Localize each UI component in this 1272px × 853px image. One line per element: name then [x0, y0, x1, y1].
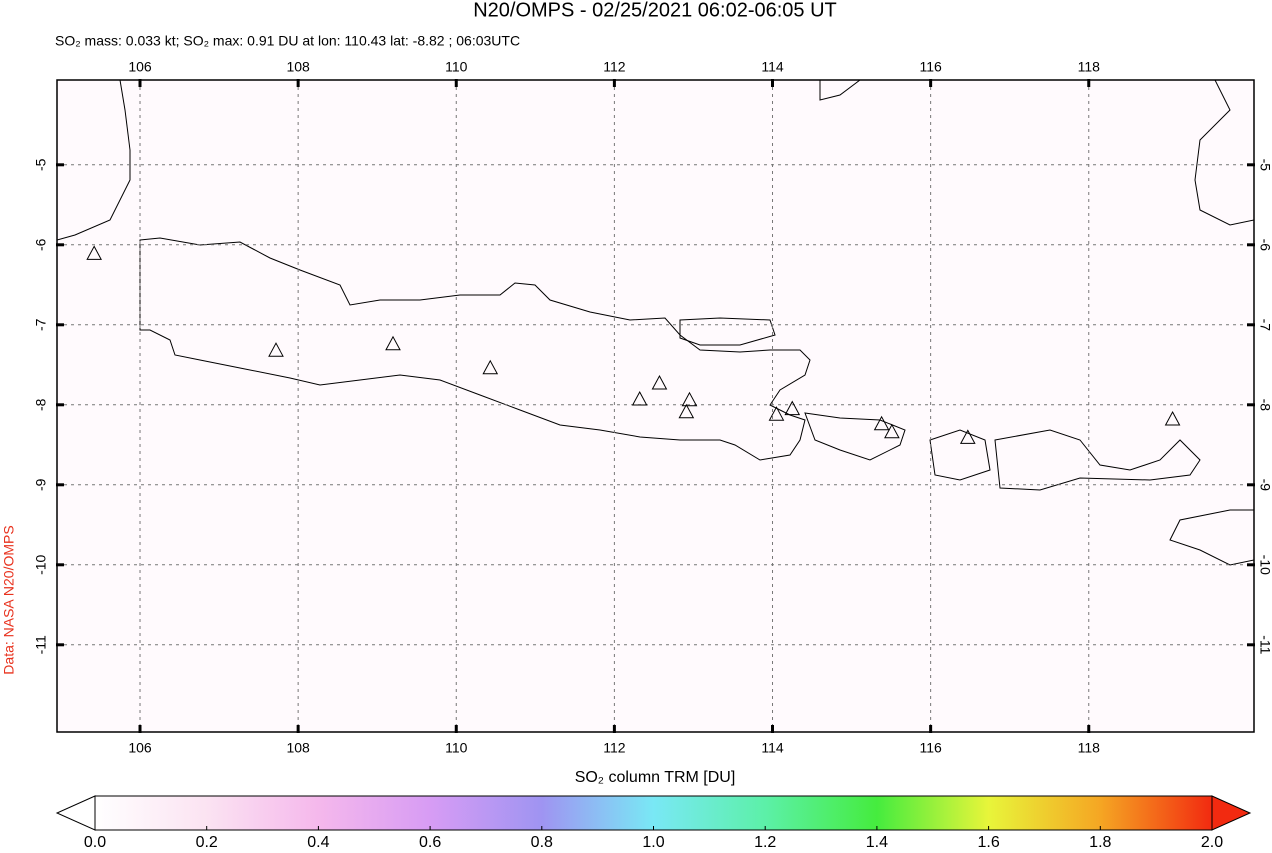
colorbar-tick-label: 0.0	[84, 834, 106, 851]
colorbar-tick-label: 0.4	[307, 834, 329, 851]
chart-title: N20/OMPS - 02/25/2021 06:02-06:05 UT	[473, 0, 837, 21]
y-tick-label: -9	[33, 478, 49, 491]
y-tick-label: -11	[33, 635, 49, 654]
x-tick-label: 114	[761, 59, 784, 75]
colorbar-over	[1211, 795, 1252, 831]
x-tick-label: 106	[128, 740, 152, 756]
volcano-marker	[482, 359, 499, 375]
volcano-marker	[768, 406, 785, 421]
volcano-marker	[1164, 410, 1181, 426]
volcano-marker	[86, 245, 102, 260]
colorbar-tick-label: 0.2	[196, 834, 218, 851]
y-tick-label: -10	[33, 554, 49, 574]
y-tick-label: -7	[1257, 319, 1272, 332]
volcano-marker	[631, 390, 648, 406]
x-tick-label: 110	[445, 740, 468, 756]
subtitle: SO₂ mass: 0.033 kt; SO₂ max: 0.91 DU at …	[55, 33, 520, 49]
volcano-marker	[784, 400, 801, 416]
x-tick-label: 110	[445, 59, 468, 75]
x-tick-label: 112	[603, 59, 626, 75]
x-tick-label: 116	[919, 59, 942, 75]
colorbar-tick-label: 1.0	[642, 834, 664, 851]
x-tick-label: 112	[603, 740, 626, 756]
x-tick-label: 106	[128, 59, 152, 75]
y-tick-label: -10	[1257, 555, 1272, 575]
map-background	[57, 80, 1254, 732]
x-tick-label: 118	[1078, 740, 1101, 756]
y-tick-label: -8	[1257, 399, 1272, 412]
colorbar-tick-label: 1.8	[1089, 834, 1111, 851]
y-tick-label: -11	[1257, 635, 1272, 654]
y-tick-label: -9	[1257, 479, 1272, 492]
y-tick-label: -6	[1257, 239, 1272, 252]
x-tick-label: 114	[761, 740, 784, 756]
colorbar-under	[55, 795, 96, 831]
volcano-marker	[385, 335, 401, 351]
x-tick-label: 108	[286, 740, 310, 756]
volcano-marker	[959, 429, 976, 444]
colorbar	[94, 795, 1213, 831]
colorbar-tick-label: 0.8	[531, 834, 553, 851]
x-tick-label: 118	[1078, 59, 1101, 75]
y-tick-label: -7	[33, 318, 49, 331]
colorbar-tick-label: 1.6	[977, 834, 999, 851]
colorbar-tick-label: 1.2	[754, 834, 776, 851]
x-tick-label: 116	[919, 740, 942, 756]
y-tick-label: -8	[33, 398, 49, 411]
x-tick-label: 108	[286, 59, 310, 75]
y-tick-label: -6	[33, 238, 49, 251]
colorbar-tick-label: 1.4	[866, 834, 888, 851]
volcano-marker	[678, 403, 695, 419]
colorbar-tick-label: 2.0	[1201, 834, 1223, 851]
colorbar-label: SO₂ column TRM [DU]	[575, 769, 736, 786]
volcano-marker	[873, 415, 890, 431]
volcano-marker	[681, 391, 698, 407]
y-tick-label: -5	[33, 158, 49, 171]
y-tick-label: -5	[1257, 159, 1272, 172]
colorbar-tick-label: 0.6	[419, 834, 441, 851]
volcano-marker	[268, 342, 284, 357]
volcano-marker	[651, 374, 668, 390]
credit: Data: NASA N20/OMPS	[1, 525, 17, 674]
coastlines	[57, 80, 1254, 566]
volcano-marker	[884, 423, 900, 439]
